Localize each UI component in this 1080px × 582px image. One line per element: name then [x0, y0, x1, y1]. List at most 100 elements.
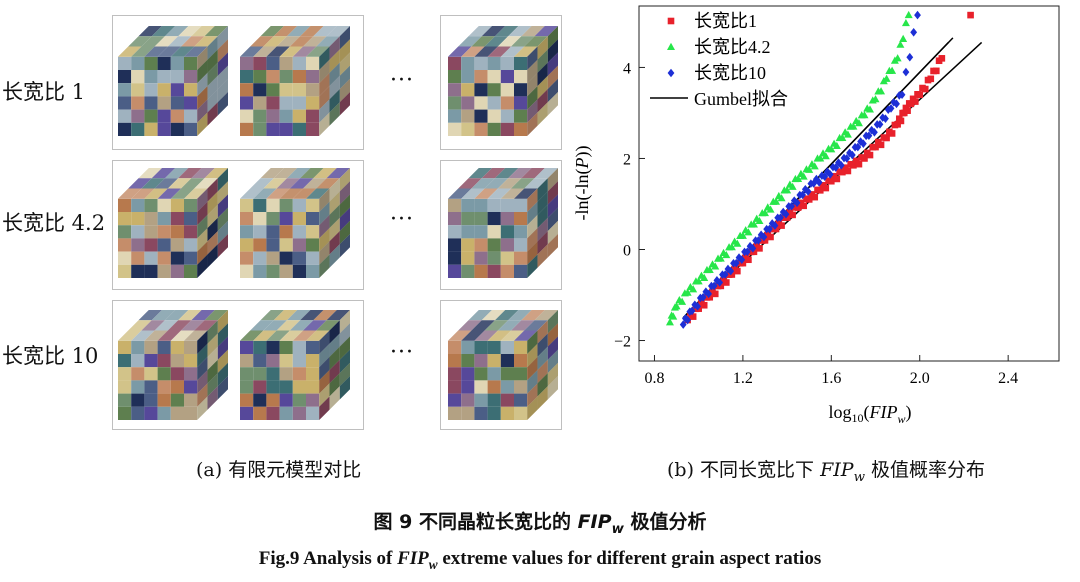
grain-patch	[329, 75, 340, 100]
grain-patch	[276, 320, 301, 331]
grain-patch	[207, 359, 218, 384]
grain-patch	[461, 251, 475, 265]
grain-patch	[474, 406, 488, 420]
grain-patch	[253, 225, 267, 239]
grain-patch	[547, 207, 558, 232]
grain-patch	[184, 188, 208, 199]
grain-patch	[547, 220, 558, 245]
grain-patch	[500, 122, 514, 136]
grain-patch	[514, 212, 528, 226]
legend-item-ratio-10-marker	[667, 68, 675, 78]
grain-patch	[279, 198, 293, 212]
grain-patch	[487, 406, 501, 420]
point-ratio-10	[882, 114, 889, 123]
grain-patch	[481, 26, 506, 37]
grain-patch	[527, 188, 538, 212]
grain-patch	[329, 204, 340, 229]
grain-patch	[217, 26, 228, 50]
grain-patch	[474, 109, 488, 123]
grain-patch	[500, 70, 514, 84]
cube-side-shadow	[197, 168, 228, 278]
grain-patch	[527, 59, 538, 84]
point-ratio-10	[898, 90, 906, 100]
grain-patch	[306, 340, 320, 354]
grain-patch	[326, 310, 350, 321]
grain-patch	[494, 168, 519, 179]
grain-patch	[514, 56, 528, 70]
grain-patch	[500, 109, 514, 123]
grain-patch	[266, 83, 280, 97]
point-ratio-4-2	[678, 297, 687, 305]
point-ratio-1	[816, 187, 824, 194]
point-ratio-10	[679, 320, 687, 329]
point-ratio-4-2	[749, 220, 758, 228]
grain-patch	[191, 168, 215, 179]
point-ratio-1	[706, 293, 714, 301]
grain-patch	[194, 36, 218, 47]
grain-patch	[319, 383, 330, 407]
row-label-ratio-4-2: 长宽比 4.2	[2, 211, 106, 235]
grain-patch	[537, 373, 548, 397]
grain-patch	[537, 359, 548, 384]
grain-patch	[292, 70, 306, 84]
grain-patch	[524, 36, 548, 47]
grain-patch	[474, 46, 498, 57]
point-ratio-10	[906, 52, 914, 62]
grain-patch	[207, 320, 218, 344]
grain-patch	[461, 188, 485, 199]
cube-top-highlight	[240, 310, 350, 341]
grain-patch	[448, 330, 472, 341]
point-ratio-4-2	[810, 162, 819, 170]
grain-patch	[131, 340, 145, 354]
y-tick-label: −2	[614, 334, 631, 351]
caption-en-prefix: Fig.9 Analysis of	[258, 548, 398, 569]
grain-patch	[319, 112, 330, 136]
grain-patch	[329, 36, 340, 60]
grain-patch	[266, 212, 280, 226]
grain-patch	[118, 212, 132, 226]
grain-patch	[118, 330, 142, 341]
grain-patch	[306, 96, 320, 110]
row-label-ratio-1: 长宽比 1	[2, 80, 86, 104]
grain-patch	[527, 214, 538, 239]
grain-patch	[157, 225, 171, 239]
grain-patch	[461, 330, 485, 341]
cube-top-highlight	[240, 168, 350, 199]
grain-patch	[250, 178, 274, 189]
grain-patch	[266, 46, 290, 57]
grain-patch	[508, 310, 532, 321]
grain-patch	[279, 367, 293, 381]
grain-patch	[217, 194, 228, 218]
grain-patch	[487, 330, 512, 341]
grain-patch	[487, 70, 501, 84]
point-ratio-10	[749, 244, 757, 253]
grain-patch	[547, 194, 558, 218]
grain-patch	[494, 26, 519, 37]
ellipsis-row-3: ···	[390, 340, 414, 365]
grain-patch	[197, 59, 208, 84]
grain-patch	[217, 78, 228, 103]
grain-patch	[266, 188, 290, 199]
grain-patch	[508, 168, 532, 179]
grain-patch	[547, 362, 558, 387]
grain-patch	[448, 393, 462, 407]
fe-cube-r2-c3	[448, 168, 558, 278]
grain-patch	[266, 225, 280, 239]
cube-top-highlight	[118, 26, 228, 57]
grain-patch	[207, 49, 218, 73]
y-tick-label: 2	[623, 151, 631, 168]
grain-patch	[144, 225, 158, 239]
grain-patch	[157, 238, 171, 252]
model-frame-row-1-right	[440, 15, 562, 150]
grain-patch	[194, 320, 218, 331]
grain-patch	[273, 310, 298, 321]
grain-patch	[500, 354, 514, 368]
grain-patch	[448, 251, 462, 265]
point-ratio-1	[717, 282, 725, 290]
grain-patch	[144, 70, 158, 84]
grain-patch	[184, 367, 198, 381]
x-tick-label: 1.2	[733, 370, 753, 387]
grain-patch	[240, 188, 264, 199]
grain-patch	[118, 393, 132, 407]
point-ratio-10	[694, 302, 701, 311]
